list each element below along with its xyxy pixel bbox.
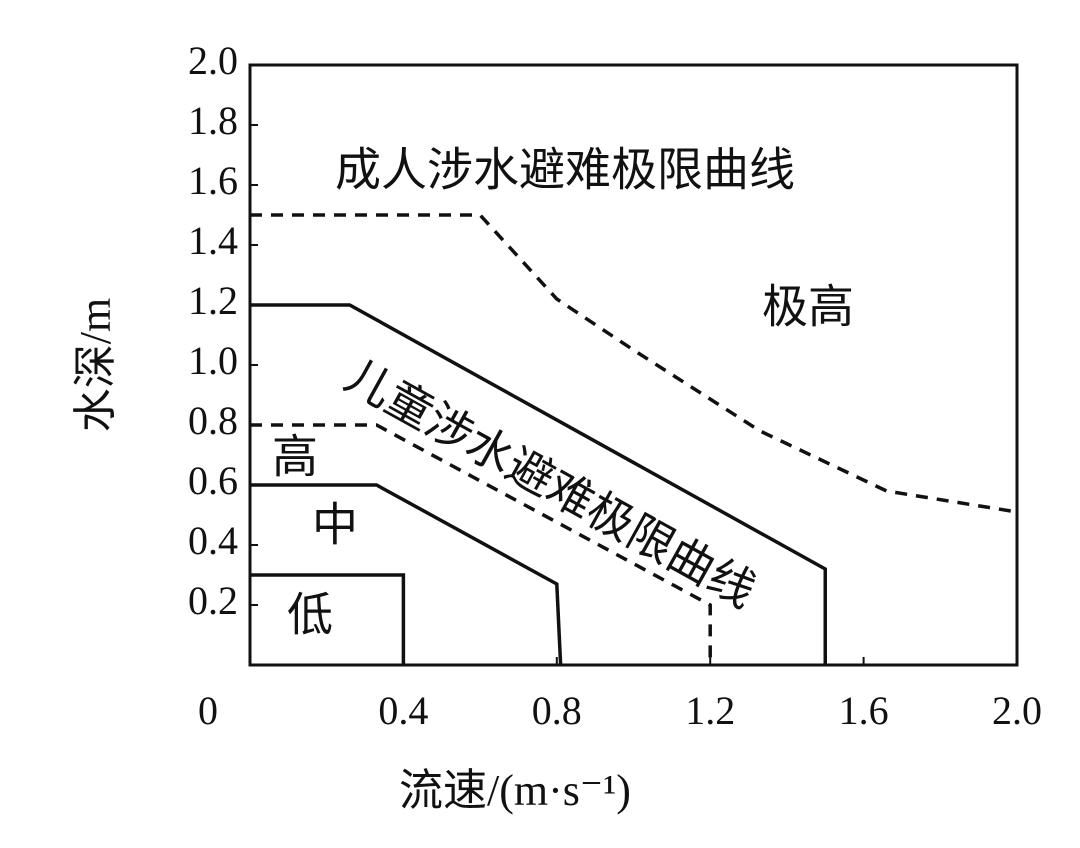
y-tick-label: 1.0 [188,338,238,383]
x-tick-label: 1.6 [839,688,889,733]
y-tick-label: 0.6 [188,458,238,503]
y-tick-label: 1.8 [188,98,238,143]
x-tick-label: 0.4 [378,688,428,733]
annotation: 成人涉水避难极限曲线 [335,145,795,196]
annotation: 高 [272,432,318,483]
y-tick-label: 1.2 [188,278,238,323]
curve [250,423,712,665]
y-tick-label: 0.2 [188,578,238,623]
y-tick-label: 0.4 [188,518,238,563]
curve [250,483,563,666]
y-tick-label: 2.0 [188,38,238,83]
annotation: 低 [287,590,333,641]
y-axis-title: 水深/m [71,298,120,432]
y-tick-label: 1.4 [188,218,238,263]
annotation: 极高 [762,282,854,333]
x-axis-title: 流速/(m·s⁻¹) [399,766,631,815]
x-tick-label: 1.2 [685,688,735,733]
x-tick-label: 2.0 [992,688,1042,733]
x-tick-label: 0 [198,688,218,733]
curve [250,303,827,665]
x-tick-label: 0.8 [532,688,582,733]
y-tick-label: 1.6 [188,158,238,203]
y-tick-label: 0.8 [188,398,238,443]
annotation: 儿童涉水避难极限曲线 [337,350,764,618]
annotation: 中 [312,500,358,551]
curve [250,573,406,665]
